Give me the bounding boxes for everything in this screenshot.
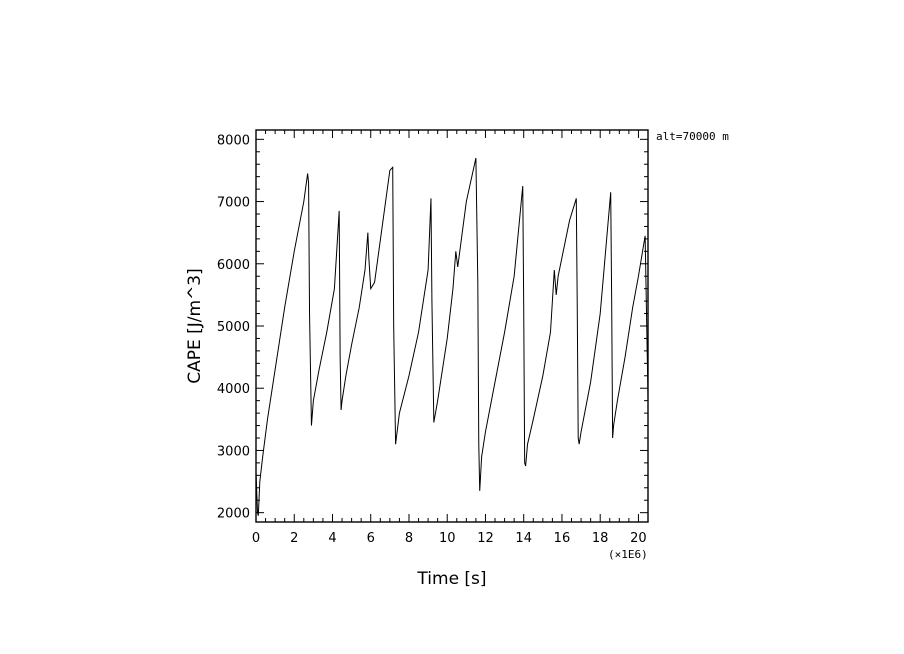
plot-frame	[255, 129, 649, 523]
y-tick-label: 2000	[217, 507, 250, 522]
x-tick-label: 6	[367, 531, 375, 546]
x-axis-ticks	[255, 130, 639, 522]
x-scale-note: (×1E6)	[608, 548, 648, 561]
y-tick-label: 8000	[217, 133, 250, 148]
x-tick-label: 0	[252, 531, 260, 546]
x-tick-label: 16	[554, 531, 571, 546]
y-tick-label: 6000	[217, 258, 250, 273]
y-axis-tick-labels: 2000 3000 4000 5000 6000 7000 8000	[217, 133, 250, 521]
x-tick-label: 14	[515, 531, 532, 546]
x-tick-label: 10	[439, 531, 456, 546]
y-tick-label: 5000	[217, 320, 250, 335]
y-axis-title: CAPE [J/m^3]	[185, 268, 205, 384]
x-axis-title: Time [s]	[416, 569, 486, 589]
x-tick-label: 12	[477, 531, 494, 546]
altitude-annotation: alt=70000 m	[656, 130, 729, 143]
y-tick-label: 4000	[217, 382, 250, 397]
x-tick-label: 20	[630, 531, 647, 546]
y-axis-ticks	[256, 138, 648, 514]
x-axis-tick-labels: 0 2 4 6 8 10 12 14 16 18 20	[252, 531, 647, 546]
cape-series-line	[255, 157, 649, 516]
x-tick-label: 8	[405, 531, 413, 546]
x-tick-label: 18	[592, 531, 609, 546]
x-tick-label: 4	[328, 531, 336, 546]
x-tick-label: 2	[290, 531, 298, 546]
y-tick-label: 7000	[217, 196, 250, 211]
y-tick-label: 3000	[217, 444, 250, 459]
